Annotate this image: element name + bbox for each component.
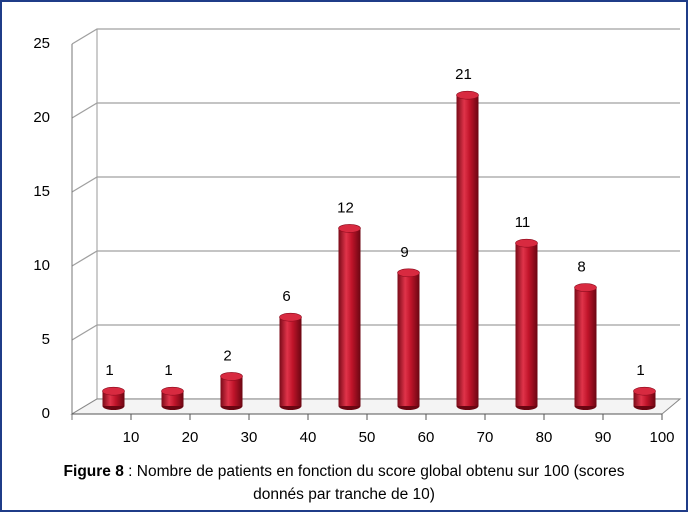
bar-cap: [397, 268, 420, 278]
x-tick-label: 70: [477, 429, 494, 446]
grid-line: [71, 324, 680, 341]
caption: Figure 8 : Nombre de patients en fonctio…: [44, 460, 644, 506]
y-tick-label: 20: [33, 109, 50, 126]
y-tick-label: 15: [33, 183, 50, 200]
x-tick-label: 80: [536, 429, 553, 446]
bar-cap: [102, 386, 125, 396]
data-label: 12: [337, 199, 354, 216]
x-tick-label: 20: [182, 429, 199, 446]
data-label: 9: [400, 244, 408, 261]
grid-line: [71, 28, 680, 45]
bar-cap: [220, 372, 243, 381]
y-tick-label: 25: [33, 35, 50, 52]
data-label: 1: [164, 362, 172, 379]
x-tick-label: 100: [649, 429, 674, 446]
data-label: 21: [455, 66, 472, 83]
x-tick-label: 40: [300, 429, 317, 446]
bar: [279, 317, 302, 406]
y-tick-label: 5: [42, 331, 50, 348]
x-tick-label: 50: [359, 429, 376, 446]
x-tick-label: 10: [123, 429, 140, 446]
caption-label: Figure 8: [63, 463, 124, 480]
data-label: 1: [105, 362, 113, 379]
y-tick-label: 0: [42, 405, 50, 422]
data-label: 2: [223, 347, 231, 364]
bar-cap: [279, 312, 302, 322]
bar: [515, 243, 538, 406]
data-label: 11: [515, 214, 531, 231]
bar-cap: [338, 224, 361, 233]
bar-cap: [456, 90, 479, 100]
bar: [338, 228, 361, 406]
grid-line: [71, 102, 680, 119]
bar-cap: [633, 386, 656, 396]
bar: [397, 272, 420, 406]
data-label: 6: [282, 288, 290, 305]
bar-cap: [574, 283, 597, 292]
data-label: 8: [577, 259, 585, 276]
bar: [220, 376, 243, 406]
y-tick-label: 10: [33, 257, 50, 274]
bar: [456, 95, 479, 406]
bar-cap: [161, 386, 184, 396]
grid-line: [71, 250, 680, 267]
x-tick-label: 90: [595, 429, 612, 446]
bar: [574, 287, 597, 406]
x-tick-label: 30: [241, 429, 258, 446]
caption-text: : Nombre de patients en fonction du scor…: [123, 463, 625, 503]
grid-line: [71, 176, 680, 193]
data-label: 1: [636, 362, 644, 379]
x-tick-label: 60: [418, 429, 435, 446]
bar-cap: [515, 238, 538, 248]
